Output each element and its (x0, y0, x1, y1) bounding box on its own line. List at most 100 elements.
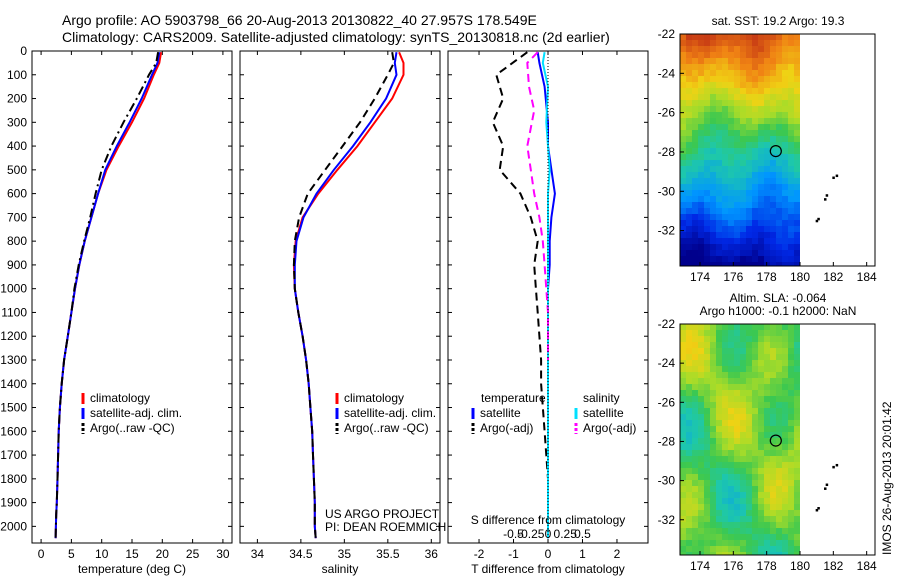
sst_map-island (835, 174, 839, 178)
temperature-legend-label: climatology (90, 391, 150, 405)
temperature-ytick-label: 1200 (0, 329, 27, 343)
sla_map-island (824, 487, 827, 490)
salinity-xtick-label: 34.5 (289, 547, 313, 561)
difference-xtick-label: 0 (545, 547, 552, 561)
difference-salinity-tick-label: -0.25 (517, 527, 545, 541)
difference-salinity-tick-label: 0.25 (554, 527, 578, 541)
sst_map-ytick-label: -24 (658, 66, 676, 80)
sla_map-island (825, 483, 829, 487)
temperature-ytick-label: 600 (7, 187, 27, 201)
salinity-xtick-label: 35.5 (376, 547, 400, 561)
project-label: US ARGO PROJECT (325, 507, 440, 521)
sla_map-panel: 174 176 178 180 182 184 -22 -24 -26 -28 -30 -32 Alti… (658, 291, 877, 573)
temperature-frame (31, 50, 233, 544)
difference-salinity-tick-label: -0.5 (503, 527, 524, 541)
difference-xtick-label: 1 (579, 547, 586, 561)
salinity-legend-label: climatology (344, 391, 404, 405)
difference-temperature-legend-label: Argo(-adj) (480, 421, 533, 435)
figure-title-line1: Argo profile: AO 5903798_66 20-Aug-2013 … (62, 12, 537, 28)
difference-panel: -2 -1 0 1 2T difference from climatology -0.5… (447, 50, 649, 576)
difference-salinity-legend-label: satellite (583, 406, 624, 420)
sla_map-field-cells (680, 324, 800, 555)
sst_map-ytick-label: -28 (658, 145, 676, 159)
temperature-ytick-label: 100 (7, 68, 27, 82)
difference-series-argo-adj- (526, 51, 549, 360)
temperature-ytick-label: 2000 (0, 519, 27, 533)
temperature-xtick-label: 10 (95, 547, 109, 561)
salinity-xtick-label: 34 (251, 547, 265, 561)
temperature-ytick-label: 700 (7, 210, 27, 224)
difference-xtick-label: -1 (508, 547, 519, 561)
temperature-xtick-label: 15 (125, 547, 139, 561)
temperature-ytick-label: 400 (7, 139, 27, 153)
difference-salinity-tick-label: 0.5 (574, 527, 591, 541)
salinity-series-argo-raw-qc- (292, 52, 395, 539)
sst_map-ytick-label: -32 (658, 224, 676, 238)
sst_map-xtick-label: 174 (690, 270, 710, 284)
sla_map-island (835, 463, 839, 467)
temperature-ytick-label: 800 (7, 234, 27, 248)
difference-temperature-legend-label: satellite (480, 406, 521, 420)
difference-legend-title-salinity: salinity (583, 391, 620, 405)
temperature-xlabel: temperature (deg C) (78, 562, 186, 576)
sla_map-island (817, 507, 820, 510)
sst-map-title: sat. SST: 19.2 Argo: 19.3 (712, 14, 845, 28)
difference-xtick-label: -2 (474, 547, 485, 561)
sst_map-ytick-label: -30 (658, 184, 676, 198)
sst_map-xtick-label: 178 (757, 270, 777, 284)
sla_map-ytick-label: -26 (658, 395, 676, 409)
difference-xlabel: T difference from climatology (471, 562, 625, 576)
sla_map-island (832, 465, 835, 469)
sla_map-xtick-label: 176 (723, 559, 743, 573)
sla_map-frame (679, 323, 876, 556)
temperature-ytick-label: 200 (7, 92, 27, 106)
temperature-ytick-label: 1500 (0, 401, 27, 415)
temperature-xtick-label: 0 (38, 547, 45, 561)
temperature-ytick-label: 1800 (0, 472, 27, 486)
sla_map-island (815, 508, 819, 512)
sla_map-xtick-label: 180 (790, 559, 810, 573)
salinity-frame (239, 50, 441, 544)
sla-map-subtitle: Argo h1000: -0.1 h2000: NaN (700, 304, 857, 318)
temperature-xtick-label: 5 (68, 547, 75, 561)
temperature-xtick-label: 25 (186, 547, 200, 561)
sst_map-island (832, 176, 835, 180)
sst_map-island (815, 219, 819, 223)
sla_map-ytick-label: -22 (658, 317, 676, 331)
sst_map-xtick-label: 180 (790, 270, 810, 284)
temperature-ytick-label: 1700 (0, 448, 27, 462)
temperature-xtick-label: 20 (156, 547, 170, 561)
salinity-panel: 34 34.5 35 35.5 36 salinity climatologysatelli… (239, 50, 446, 576)
salinity-xtick-label: 36 (425, 547, 439, 561)
difference-salinity-legend-label: Argo(-adj) (583, 421, 636, 435)
sla-map-title: Altim. SLA: -0.064 (730, 291, 827, 305)
temperature-ytick-label: 1900 (0, 496, 27, 510)
difference-salinity-tick-label: 0 (545, 527, 552, 541)
temperature-xtick-label: 30 (216, 547, 230, 561)
sla_map-xtick-label: 178 (757, 559, 777, 573)
sla_map-xtick-label: 182 (823, 559, 843, 573)
temperature-ytick-label: 1300 (0, 353, 27, 367)
difference-xlabel-top: S difference from climatology (471, 513, 626, 527)
difference-xtick-label: 2 (614, 547, 621, 561)
sst_map-xtick-label: 184 (857, 270, 877, 284)
salinity-xtick-label: 35 (338, 547, 352, 561)
sst_map-island (825, 194, 829, 197)
sla_map-xtick-label: 174 (690, 559, 710, 573)
sla_map-ytick-label: -28 (658, 434, 676, 448)
temperature-ytick-label: 900 (7, 258, 27, 272)
sla_map-float-marker (769, 434, 782, 447)
sla_map-ytick-label: -24 (658, 356, 676, 370)
difference-series-argo-adj- (491, 51, 549, 539)
temperature-ytick-label: 1100 (1, 305, 27, 319)
temperature-series-satellite-adj-clim- (54, 52, 161, 539)
sst_map-island (824, 198, 827, 201)
figure-title-line2: Climatology: CARS2009. Satellite-adjuste… (62, 29, 610, 45)
salinity-legend-label: Argo(..raw -QC) (344, 421, 429, 435)
sst_map-island (817, 217, 820, 221)
temperature-legend-label: satellite-adj. clim. (90, 406, 182, 420)
temperature-ytick-label: 300 (7, 115, 27, 129)
imos-timestamp: IMOS 26-Aug-2013 20:01:42 (880, 401, 894, 555)
sst_map-xtick-label: 176 (723, 270, 743, 284)
